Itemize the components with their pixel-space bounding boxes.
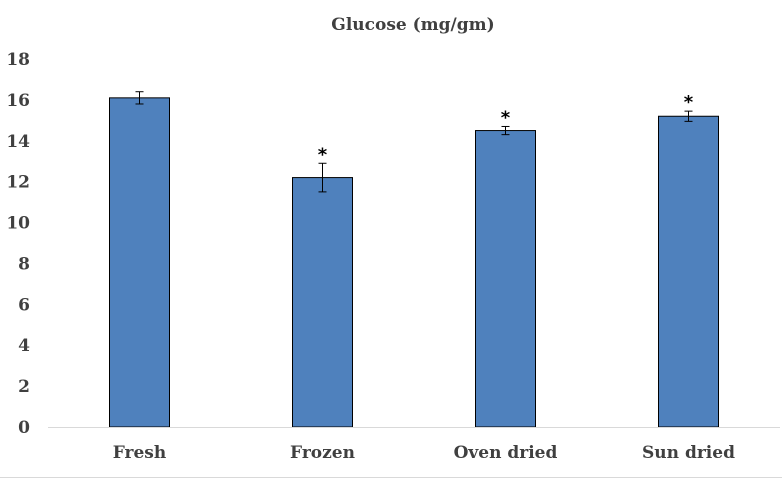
y-tick-label: 8 — [18, 254, 30, 274]
y-tick-label: 16 — [6, 91, 30, 111]
x-tick-label: Fresh — [113, 443, 166, 463]
error-bar — [501, 125, 510, 136]
bar-fresh — [109, 97, 170, 428]
significance-marker: * — [501, 107, 511, 128]
y-tick-label: 12 — [6, 173, 30, 193]
error-bar — [684, 110, 693, 122]
x-tick-label: Frozen — [290, 443, 355, 463]
y-tick-label: 14 — [6, 132, 30, 152]
x-tick-label: Sun dried — [642, 443, 735, 463]
y-tick-label: 10 — [6, 214, 30, 234]
y-tick-label: 0 — [18, 418, 30, 438]
error-bar — [135, 91, 144, 105]
significance-marker: * — [684, 92, 694, 113]
x-axis: Fresh Frozen Oven dried Sun dried — [48, 427, 780, 463]
y-tick-label: 2 — [18, 377, 30, 397]
y-tick-label: 4 — [18, 336, 30, 356]
y-axis: 0 2 4 6 8 10 12 14 16 18 — [6, 50, 30, 438]
error-bar — [318, 162, 327, 193]
x-tick-label: Oven dried — [454, 443, 558, 463]
bar-oven-dried — [475, 130, 536, 428]
y-tick-label: 6 — [18, 295, 30, 315]
bar-sun-dried — [658, 115, 719, 428]
chart-title: Glucose (mg/gm) — [331, 15, 494, 35]
y-tick-label: 18 — [6, 50, 30, 70]
bars: * * * — [109, 91, 719, 428]
bar-frozen — [292, 177, 353, 428]
significance-marker: * — [318, 144, 328, 165]
